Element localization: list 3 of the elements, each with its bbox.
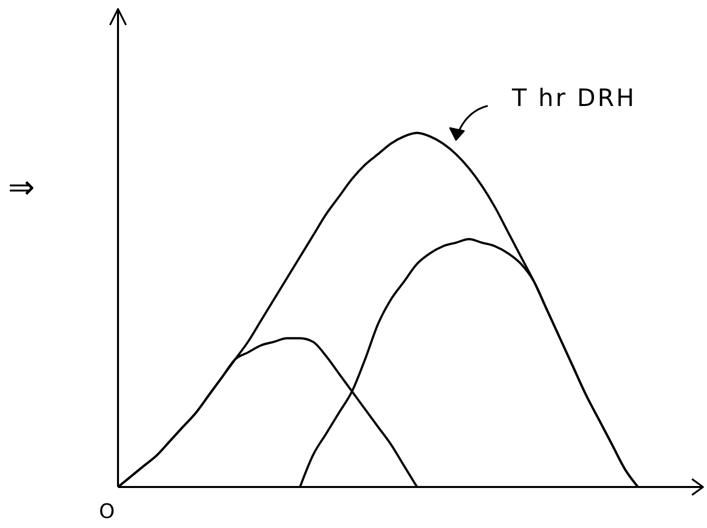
text: T hr DRH: [512, 84, 636, 112]
text: O: [99, 499, 115, 523]
y-axis-title: ⇒: [8, 168, 35, 206]
